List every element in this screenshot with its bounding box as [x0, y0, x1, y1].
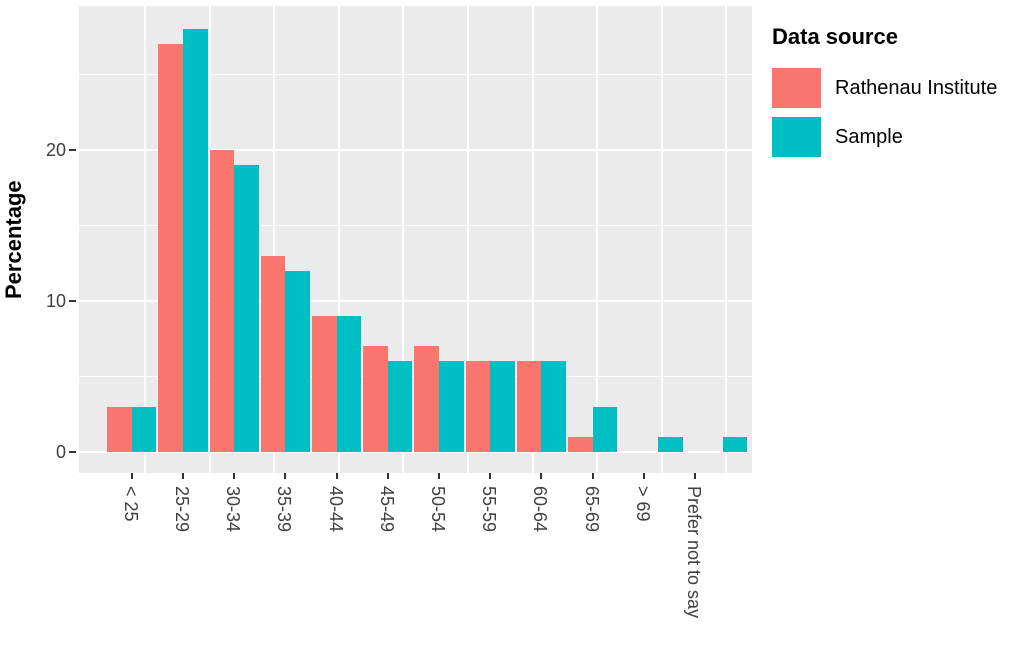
legend-item-rathenau: Rathenau Institute	[772, 68, 997, 108]
bar-sample-4	[285, 270, 310, 452]
x-tick-label: 50-54	[428, 486, 448, 533]
x-axis-tick	[130, 473, 133, 479]
bar-rathenau-10	[568, 436, 593, 452]
gridline-major-horizontal	[79, 149, 752, 151]
gridline-major-vertical	[273, 6, 276, 473]
x-axis-tick	[438, 473, 440, 479]
legend-label-rathenau: Rathenau Institute	[835, 76, 998, 99]
x-tick-label: 55-59	[479, 486, 500, 533]
gridline-minor-horizontal	[79, 74, 752, 75]
y-axis-tick	[69, 451, 76, 453]
bar-rathenau-5	[312, 316, 337, 452]
x-axis-tick	[489, 473, 492, 479]
x-axis-tick	[591, 473, 594, 479]
bar-sample-8	[490, 361, 515, 452]
legend: Data source Rathenau Institute Sample	[772, 24, 1022, 157]
bar-rathenau-3	[209, 150, 235, 452]
gridline-major-vertical	[467, 6, 469, 473]
bar-rathenau-2	[158, 44, 183, 452]
x-axis-tick	[386, 473, 389, 479]
x-tick-label: 35-39	[274, 486, 295, 533]
bar-rathenau-9	[516, 361, 542, 452]
legend-key-rathenau-swatch-icon	[772, 68, 821, 108]
bar-sample-5	[336, 316, 362, 452]
x-axis-tick	[540, 473, 543, 479]
x-axis-tick	[335, 473, 338, 479]
x-tick-label: 65-69	[581, 486, 602, 533]
x-axis-tick	[284, 473, 287, 479]
bar-sample-11	[658, 436, 683, 452]
plot-panel	[79, 6, 752, 473]
bar-sample-12	[722, 436, 748, 452]
gridline-major-vertical	[596, 6, 599, 473]
gridline-major-vertical	[402, 6, 405, 473]
y-tick-label: 10	[45, 291, 66, 311]
gridline-major-vertical	[337, 6, 340, 473]
x-axis-tick	[694, 473, 696, 479]
gridline-major-vertical	[725, 6, 728, 473]
bar-rathenau-1	[107, 406, 132, 452]
y-tick-label: 20	[45, 140, 66, 160]
legend-title: Data source	[772, 24, 898, 49]
bar-sample-2	[183, 29, 208, 452]
y-axis-title: Percentage	[1, 180, 26, 299]
bar-sample-10	[592, 406, 618, 452]
y-axis-tick	[69, 300, 76, 302]
bar-rathenau-7	[414, 346, 439, 452]
gridline-major-vertical	[531, 6, 534, 473]
gridline-minor-horizontal	[79, 225, 752, 226]
x-tick-label: Prefer not to say	[684, 486, 704, 619]
legend-key-sample-swatch-icon	[772, 117, 821, 157]
x-tick-label: 40-44	[325, 486, 346, 533]
x-axis-tick	[642, 473, 645, 479]
gridline-major-vertical	[144, 6, 146, 473]
x-axis-tick	[182, 473, 184, 479]
bar-sample-9	[541, 361, 566, 452]
x-axis-tick	[233, 473, 236, 479]
gridline-major-vertical	[660, 6, 663, 473]
x-tick-label: > 69	[632, 486, 653, 522]
bar-sample-6	[387, 361, 413, 452]
bar-rathenau-6	[363, 346, 388, 452]
bar-sample-7	[439, 361, 464, 452]
bar-sample-3	[234, 165, 259, 452]
x-tick-label: 45-49	[376, 486, 397, 533]
x-tick-label: 60-64	[530, 486, 551, 533]
legend-item-sample: Sample	[772, 117, 903, 157]
bar-sample-1	[131, 406, 157, 452]
y-axis-tick	[69, 149, 76, 151]
x-tick-label: < 25	[120, 486, 141, 522]
gridline-major-horizontal	[79, 300, 752, 302]
x-tick-label: 30-34	[223, 486, 244, 533]
bar-rathenau-8	[465, 361, 491, 452]
y-tick-label: 0	[55, 442, 66, 462]
x-tick-label: 25-29	[172, 486, 192, 533]
bar-rathenau-4	[260, 255, 286, 452]
gridline-major-horizontal	[79, 451, 752, 453]
legend-label-sample: Sample	[835, 125, 903, 148]
